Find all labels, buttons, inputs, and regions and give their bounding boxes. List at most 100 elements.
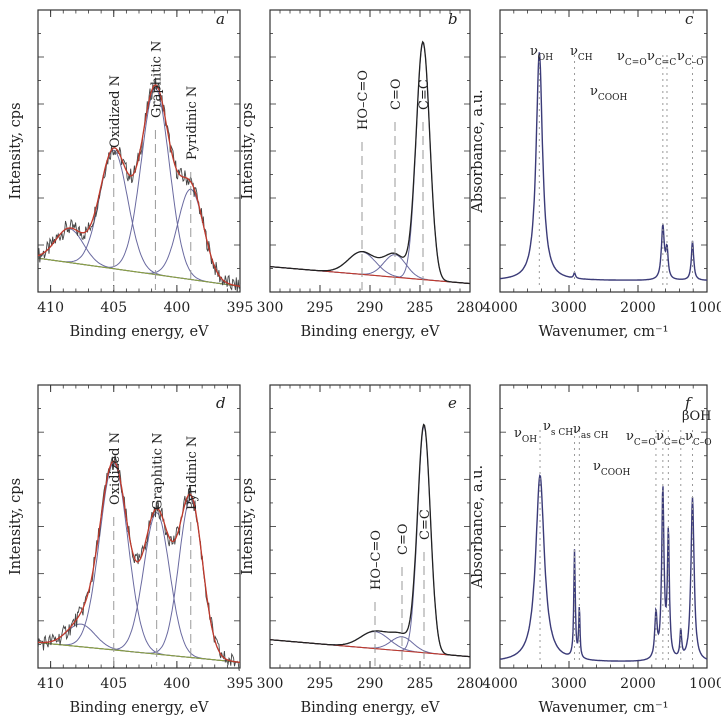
x-tick-label: 1000 (689, 676, 721, 692)
fit-envelope (37, 460, 241, 663)
x-tick-label: 4000 (482, 676, 518, 692)
x-tick-label: 1000 (689, 300, 721, 316)
baseline (37, 257, 241, 287)
band-label: νCOOH (590, 84, 628, 103)
x-tick-label: 395 (227, 300, 254, 316)
envelope (269, 423, 471, 658)
x-tick-label: 4000 (482, 300, 518, 316)
envelope (269, 40, 470, 285)
plot-frame (499, 384, 708, 669)
panel-label: f (684, 394, 693, 412)
component-peak-oxidized-n (37, 149, 241, 287)
band-label-subscript: OH (538, 53, 553, 63)
panel-label: e (448, 394, 457, 412)
band-label-subscript: COOH (601, 468, 631, 478)
x-tick-label: 410 (37, 300, 64, 316)
x-tick-label: 280 (457, 300, 484, 316)
band-label: νCOOH (593, 459, 631, 478)
ir-spectrum (499, 474, 708, 662)
x-axis-label: Binding energy, eV (69, 324, 209, 340)
x-tick-label: 3000 (551, 676, 587, 692)
peak-label: C=O (396, 524, 411, 556)
band-label: νas CH (573, 422, 609, 441)
band-label-subscript: C–O (693, 438, 712, 448)
fit-envelope (37, 84, 241, 287)
raw-spectrum (37, 455, 240, 671)
band-label: νC–O (685, 429, 712, 448)
peak-label: Pyridinic N (185, 436, 200, 510)
x-tick-label: 290 (357, 676, 384, 692)
y-axis-label: Intensity, cps (240, 478, 256, 575)
component-peak-graphitic-n (37, 512, 241, 663)
plot-frame (269, 384, 471, 669)
x-axis-label: Binding energy, eV (300, 700, 440, 716)
band-label-subscript: C=C (664, 438, 685, 448)
band-label: νCH (570, 44, 593, 63)
panel-d: 410 405 400 395 Binding energy, eV Intensity,… (8, 384, 253, 716)
peak-label: C=C (418, 509, 433, 540)
band-label-subscript: COOH (598, 93, 628, 103)
x-axis-label: Wavenumer, cm⁻¹ (539, 324, 669, 340)
band-label-subscript: C=C (655, 58, 676, 68)
peak-label: Pyridinic N (185, 86, 200, 160)
peak-label: Graphitic N (151, 433, 166, 510)
band-label-subscript: s CH (551, 428, 573, 438)
peak-label: C=O (389, 79, 404, 111)
x-tick-label: 405 (100, 300, 127, 316)
band-label: νOH (530, 44, 553, 63)
component-peak-pyridinic-n (37, 498, 241, 663)
raw-spectrum (37, 77, 241, 293)
panel-f: 4000 3000 2000 1000 Wavenumer, cm⁻¹ Absorbanc… (470, 384, 721, 716)
x-tick-label: 2000 (620, 300, 656, 316)
panel-label: c (685, 10, 694, 28)
peak-label: HO–C=O (369, 530, 384, 590)
plot-frame (37, 384, 241, 669)
component-peak-graphitic-n (37, 87, 241, 287)
x-tick-label: 410 (37, 676, 64, 692)
y-axis-label: Intensity, cps (8, 478, 24, 575)
band-label: νOH (514, 426, 537, 445)
panel-e: 300 295 290 285 280 Binding energy, eV Intensi… (240, 384, 484, 716)
y-axis-label: Intensity, cps (240, 102, 256, 199)
band-label-subscript: C=O (634, 438, 656, 448)
x-tick-label: 300 (257, 676, 284, 692)
x-tick-label: 280 (457, 676, 484, 692)
x-tick-label: 295 (307, 300, 334, 316)
panel-label: d (216, 394, 226, 412)
x-tick-label: 400 (164, 676, 191, 692)
peak-label: C=C (417, 79, 432, 110)
x-axis-label: Binding energy, eV (69, 700, 209, 716)
y-axis-label: Absorbance, a.u. (470, 465, 486, 589)
peak-label: Oxidized N (108, 432, 123, 505)
plot-frame (269, 9, 471, 293)
band-label-subscript: C–O (685, 58, 704, 68)
x-tick-label: 2000 (620, 676, 656, 692)
peak-label: Graphitic N (149, 41, 164, 118)
y-axis-label: Absorbance, a.u. (470, 89, 486, 213)
band-label-subscript: as CH (581, 431, 609, 441)
y-axis-label: Intensity, cps (8, 102, 24, 199)
x-tick-label: 285 (407, 676, 434, 692)
x-tick-label: 400 (164, 300, 191, 316)
band-label-subscript: OH (522, 435, 537, 445)
x-axis-label: Binding energy, eV (300, 324, 440, 340)
component-peak (37, 228, 241, 287)
ir-spectrum (499, 52, 707, 281)
x-tick-label: 300 (257, 300, 284, 316)
x-tick-label: 3000 (551, 300, 587, 316)
peak-label: Oxidized N (108, 75, 123, 148)
x-tick-label: 285 (407, 300, 434, 316)
x-tick-label: 290 (357, 300, 384, 316)
band-label: νs CH (543, 419, 573, 438)
panel-label: b (448, 10, 458, 28)
x-axis-label: Wavenumer, cm⁻¹ (539, 700, 669, 716)
panel-a: 410 405 400 395 Binding energy, eV Intensity,… (8, 9, 254, 340)
x-tick-label: 295 (307, 676, 334, 692)
band-label-subscript: CH (578, 53, 593, 63)
x-tick-label: 405 (100, 676, 127, 692)
panel-b: 300 295 290 285 280 Binding energy, eV Intensi… (240, 9, 484, 340)
band-label-subscript: C=O (625, 58, 647, 68)
panel-c: 4000 3000 2000 1000 Wavenumer, cm⁻¹ Absorbanc… (470, 9, 721, 340)
peak-label: HO–C=O (356, 70, 371, 130)
